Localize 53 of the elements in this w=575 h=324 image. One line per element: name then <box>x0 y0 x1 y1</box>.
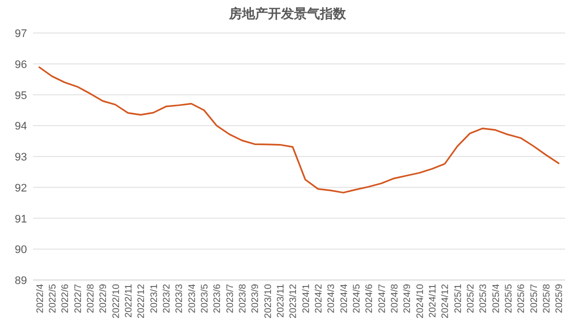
x-tick-label: 2023/11 <box>276 284 286 318</box>
x-tick-label: 2024/4 <box>338 284 350 314</box>
x-tick-label: 2024/7 <box>376 284 388 314</box>
x-tick-label: 2025/1 <box>452 284 464 314</box>
x-tick-label: 2022/8 <box>86 284 96 314</box>
y-tick-label: 89 <box>14 275 27 287</box>
x-tick-label: 2023/4 <box>186 284 198 314</box>
x-tick-label: 2024/11 <box>428 284 438 318</box>
x-tick-label: 2025/8 <box>542 284 552 314</box>
x-tick-label: 2025/3 <box>478 284 490 314</box>
x-tick-label: 2024/3 <box>326 284 338 314</box>
x-tick-label: 2025/4 <box>490 284 502 314</box>
x-tick-label: 2025/7 <box>528 284 540 314</box>
x-tick-label: 2023/10 <box>262 284 274 318</box>
x-tick-label: 2023/8 <box>238 284 248 314</box>
x-tick-label: 2022/10 <box>110 284 122 318</box>
x-tick-label: 2024/5 <box>352 284 362 314</box>
y-tick-label: 93 <box>14 152 27 164</box>
x-tick-label: 2022/4 <box>34 284 46 314</box>
x-tick-label: 2022/5 <box>48 284 58 314</box>
y-tick-label: 90 <box>14 244 27 256</box>
x-tick-label: 2024/2 <box>314 284 324 314</box>
x-tick-label: 2023/9 <box>250 284 262 314</box>
x-tick-label: 2024/6 <box>364 284 376 314</box>
x-tick-label: 2023/5 <box>200 284 210 314</box>
x-tick-label: 2022/6 <box>60 284 72 314</box>
x-tick-label: 2022/7 <box>72 284 84 314</box>
line-series <box>38 66 560 194</box>
x-tick-label: 2024/8 <box>390 284 400 314</box>
x-tick-label: 2022/11 <box>124 284 134 318</box>
y-tick-label: 92 <box>14 182 27 194</box>
y-tick-label: 95 <box>14 90 27 102</box>
x-tick-label: 2025/2 <box>466 284 476 314</box>
x-tick-label: 2023/6 <box>212 284 224 314</box>
x-tick-label: 2022/9 <box>98 284 110 314</box>
x-tick-label: 2022/12 <box>136 284 148 318</box>
y-tick-label: 97 <box>14 28 27 40</box>
x-tick-label: 2025/9 <box>554 284 566 314</box>
x-tick-label: 2023/3 <box>174 284 186 314</box>
x-tick-label: 2023/7 <box>224 284 236 314</box>
x-tick-label: 2024/12 <box>440 284 452 318</box>
x-tick-label: 2023/1 <box>148 284 160 314</box>
x-tick-label: 2023/12 <box>288 284 300 318</box>
x-tick-label: 2024/9 <box>402 284 414 314</box>
x-tick-label: 2023/2 <box>162 284 172 314</box>
y-tick-label: 91 <box>14 213 27 226</box>
y-tick-label: 94 <box>14 120 27 133</box>
x-tick-label: 2024/10 <box>414 284 426 318</box>
x-tick-label: 2025/6 <box>516 284 528 314</box>
y-tick-label: 96 <box>14 58 27 71</box>
chart-title: 房地产开发景气指数 <box>228 6 347 21</box>
x-tick-label: 2025/5 <box>504 284 514 314</box>
x-tick-label: 2024/1 <box>300 284 312 314</box>
